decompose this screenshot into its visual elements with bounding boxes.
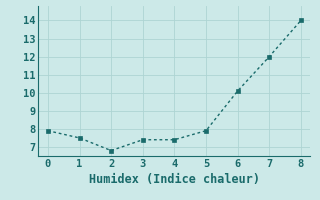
X-axis label: Humidex (Indice chaleur): Humidex (Indice chaleur) (89, 173, 260, 186)
